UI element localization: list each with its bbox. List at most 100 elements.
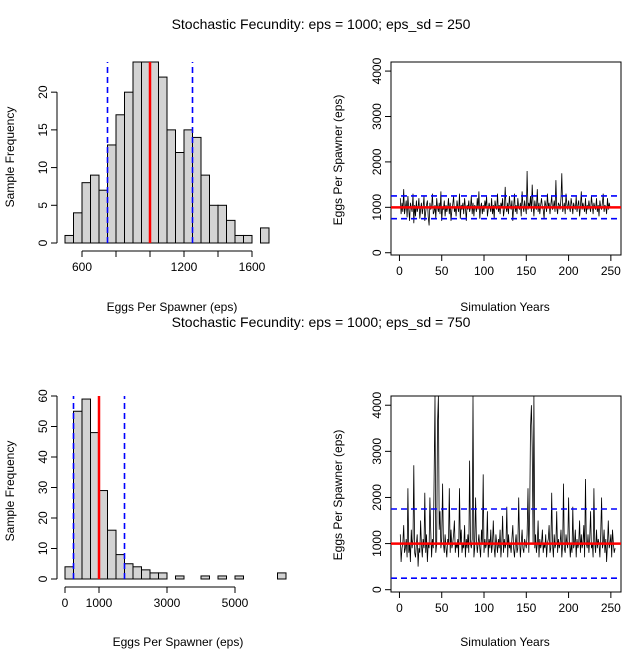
y-tick-label: 2000 bbox=[370, 484, 384, 511]
histogram-bar bbox=[98, 189, 108, 244]
histogram-bar bbox=[81, 182, 91, 244]
x-tick-label: 3000 bbox=[154, 596, 181, 610]
histogram-bar bbox=[90, 432, 100, 580]
histogram-bar bbox=[200, 575, 210, 580]
y-tick-label: 1000 bbox=[370, 530, 384, 557]
y-tick-label: 20 bbox=[36, 511, 50, 525]
x-tick-label: 200 bbox=[559, 264, 579, 278]
series-bottom-xlabel: Simulation Years bbox=[460, 635, 549, 649]
hist-top-ylabel: Sample Frequency bbox=[3, 107, 17, 208]
y-tick-label: 20 bbox=[36, 85, 50, 99]
histogram-bar bbox=[115, 114, 125, 244]
x-tick-label: 100 bbox=[474, 601, 494, 615]
y-tick-label: 0 bbox=[36, 575, 50, 582]
y-tick-label: 60 bbox=[36, 389, 50, 403]
y-tick-label: 50 bbox=[36, 420, 50, 434]
histogram-bar bbox=[200, 174, 210, 244]
histogram-bar bbox=[107, 529, 117, 580]
y-tick-label: 2000 bbox=[370, 148, 384, 175]
y-tick-label: 4000 bbox=[370, 392, 384, 419]
x-tick-label: 600 bbox=[72, 260, 92, 274]
histogram-bar bbox=[73, 410, 83, 580]
chart-title-bottom: Stochastic Fecundity: eps = 1000; eps_sd… bbox=[172, 314, 471, 330]
series-bottom-frame bbox=[390, 395, 622, 593]
histogram-bar bbox=[175, 575, 185, 580]
series-bottom-ylabel: Eggs Per Spawner (eps) bbox=[331, 430, 345, 561]
x-tick-label: 250 bbox=[601, 601, 621, 615]
x-tick-label: 200 bbox=[559, 601, 579, 615]
histogram-bar bbox=[166, 129, 176, 244]
x-tick-label: 0 bbox=[396, 601, 403, 615]
histogram-bar bbox=[192, 136, 202, 244]
series-top-xlabel: Simulation Years bbox=[460, 300, 549, 314]
y-tick-label: 15 bbox=[36, 123, 50, 137]
chart-title-top: Stochastic Fecundity: eps = 1000; eps_sd… bbox=[172, 16, 471, 32]
histogram-bar bbox=[217, 204, 227, 244]
histogram-bar bbox=[132, 61, 142, 244]
hist-top-xlabel: Eggs Per Spawner (eps) bbox=[107, 300, 238, 314]
series-top: Simulation Years Eggs Per Spawner (eps) … bbox=[331, 57, 622, 314]
y-tick-label: 3000 bbox=[370, 103, 384, 130]
histogram-bar bbox=[183, 129, 193, 244]
y-tick-label: 0 bbox=[370, 249, 384, 256]
eps-series-line bbox=[399, 395, 616, 567]
y-tick-label: 4000 bbox=[370, 57, 384, 84]
y-tick-label: 10 bbox=[36, 542, 50, 556]
x-tick-label: 5000 bbox=[222, 596, 249, 610]
histogram-bar bbox=[132, 566, 142, 580]
histogram-bar bbox=[73, 212, 83, 244]
x-tick-label: 0 bbox=[62, 596, 69, 610]
y-tick-label: 30 bbox=[36, 481, 50, 495]
y-tick-label: 3000 bbox=[370, 438, 384, 465]
x-tick-label: 0 bbox=[396, 264, 403, 278]
series-top-ylabel: Eggs Per Spawner (eps) bbox=[331, 95, 345, 226]
series-bottom: Simulation Years Eggs Per Spawner (eps) … bbox=[331, 392, 622, 649]
histogram-bar bbox=[124, 91, 134, 244]
series-top-frame bbox=[390, 61, 622, 256]
hist-top: Eggs Per Spawner (eps) Sample Frequency … bbox=[3, 61, 270, 314]
hist-bottom-xlabel: Eggs Per Spawner (eps) bbox=[113, 635, 244, 649]
histogram-bar bbox=[81, 398, 91, 580]
histogram-bar bbox=[277, 572, 287, 580]
histogram-bar bbox=[149, 61, 159, 244]
histogram-bar bbox=[234, 575, 244, 580]
x-tick-label: 1000 bbox=[86, 596, 113, 610]
x-tick-label: 50 bbox=[435, 601, 449, 615]
histogram-bar bbox=[107, 144, 117, 244]
y-tick-label: 10 bbox=[36, 161, 50, 175]
histogram-bar bbox=[149, 572, 159, 580]
eps-series-line bbox=[399, 170, 611, 226]
histogram-bar bbox=[217, 575, 227, 580]
x-tick-label: 50 bbox=[435, 264, 449, 278]
histogram-bar bbox=[64, 566, 74, 580]
x-tick-label: 150 bbox=[516, 264, 536, 278]
histogram-bar bbox=[175, 152, 185, 244]
y-tick-label: 5 bbox=[36, 202, 50, 209]
x-tick-label: 1600 bbox=[239, 260, 266, 274]
histogram-bar bbox=[141, 61, 151, 244]
x-tick-label: 150 bbox=[516, 601, 536, 615]
x-tick-label: 1200 bbox=[171, 260, 198, 274]
histogram-bar bbox=[260, 227, 270, 244]
y-tick-label: 1000 bbox=[370, 194, 384, 221]
histogram-bar bbox=[226, 219, 236, 244]
histogram-bar bbox=[141, 569, 151, 580]
histogram-bar bbox=[209, 204, 219, 244]
y-tick-label: 0 bbox=[36, 239, 50, 246]
hist-bottom-ylabel: Sample Frequency bbox=[3, 441, 17, 542]
histogram-bar bbox=[234, 234, 244, 244]
y-tick-label: 40 bbox=[36, 450, 50, 464]
y-tick-label: 0 bbox=[370, 586, 384, 593]
x-tick-label: 100 bbox=[474, 264, 494, 278]
histogram-bar bbox=[124, 563, 134, 580]
histogram-bar bbox=[90, 174, 100, 244]
histogram-bar bbox=[243, 234, 253, 244]
hist-bottom: Eggs Per Spawner (eps) Sample Frequency … bbox=[3, 389, 287, 649]
histogram-bar bbox=[64, 234, 74, 244]
histogram-bar bbox=[158, 76, 168, 244]
histogram-bar bbox=[158, 572, 168, 580]
x-tick-label: 250 bbox=[601, 264, 621, 278]
histogram-bar bbox=[115, 554, 125, 580]
histogram-bar bbox=[98, 490, 108, 580]
